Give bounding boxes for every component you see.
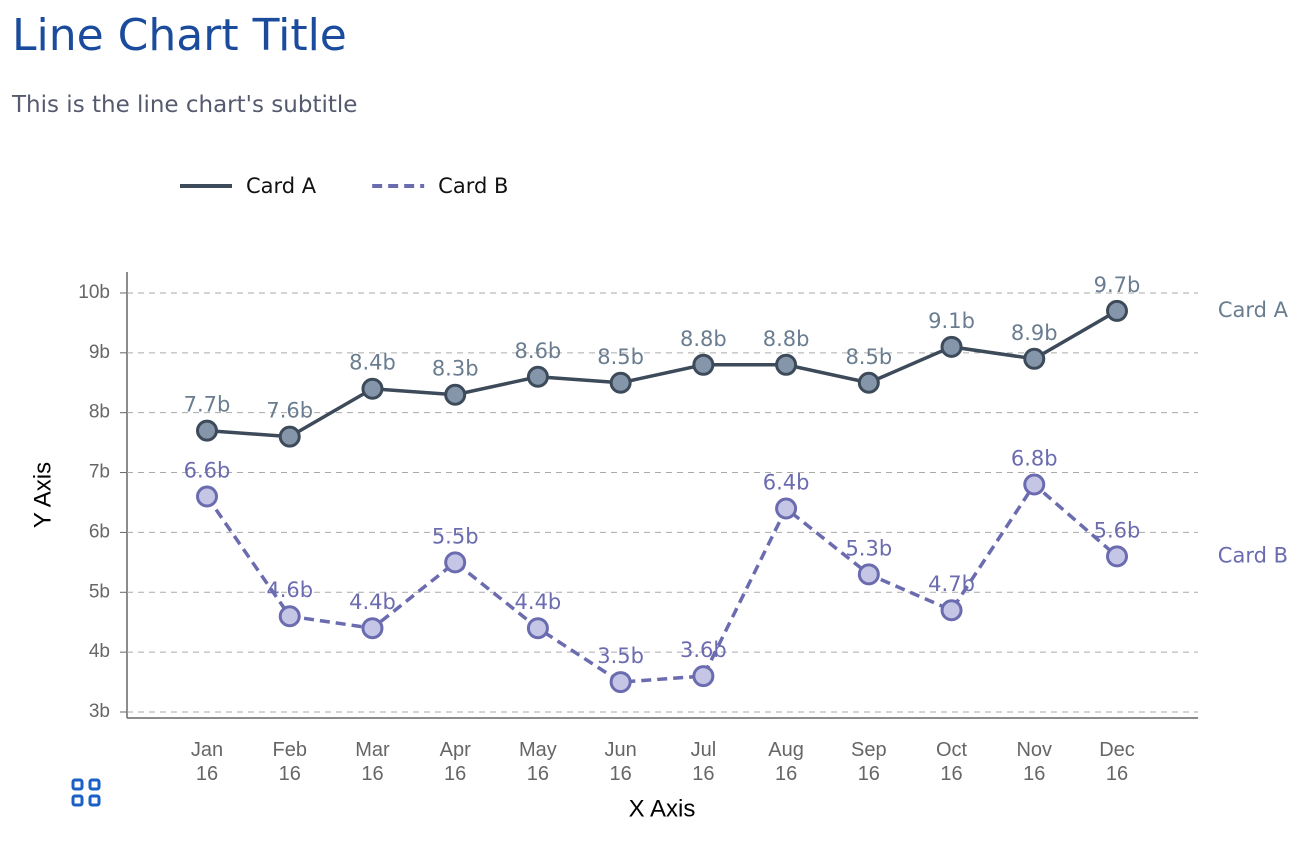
data-point [1023,473,1046,496]
data-label: 3.5b [597,644,644,668]
data-label: 7.7b [184,393,231,417]
data-point [196,485,218,508]
data-label: 9.7b [1094,273,1141,297]
data-point [361,617,384,640]
data-label: 6.4b [763,470,810,494]
menu-icon[interactable] [71,778,101,807]
series-line [206,309,1118,439]
y-axis-title: Y Axis [29,462,56,528]
chart-subtitle: This is the line chart's subtitle [12,92,358,118]
x-tick-label: Jun 16 [604,739,637,785]
data-point [857,371,880,394]
data-point [278,605,301,628]
data-label: 3.6b [680,638,727,662]
data-label: 6.8b [1011,447,1058,471]
data-point [940,599,963,622]
data-label: 4.4b [515,590,562,614]
data-label: 6.6b [184,458,231,482]
x-axis-title: X Axis [629,795,696,822]
data-point [361,377,384,400]
y-tick-label: 3b [89,701,110,722]
data-label: 4.4b [349,590,396,614]
data-point [857,563,880,586]
x-tick-label: May 16 [519,739,557,785]
y-tick-label: 5b [89,581,110,602]
y-tick-label: 8b [89,402,110,423]
data-label: 4.7b [928,572,975,596]
data-point [775,353,798,376]
data-label: 8.3b [432,357,479,381]
x-tick-label: Sep 16 [851,739,887,785]
data-label: 8.5b [597,345,644,369]
legend-label: Card A [246,174,317,198]
data-point [526,617,549,640]
data-point [1106,299,1128,322]
y-tick-label: 4b [89,641,110,662]
data-point [609,371,632,394]
data-label: 5.6b [1094,518,1141,542]
data-point [940,335,963,358]
data-label: 7.6b [266,399,313,423]
data-point [444,551,467,574]
data-point [278,425,301,448]
x-tick-label: Apr 16 [439,739,471,785]
x-tick-label: Dec 16 [1099,739,1135,785]
y-tick-label: 6b [89,521,110,542]
data-label: 8.9b [1011,321,1058,345]
x-tick-label: Jul 16 [690,739,717,785]
data-label: 8.8b [763,327,810,351]
y-tick-label: 9b [89,342,110,363]
x-tick-label: Nov 16 [1016,739,1053,785]
data-label: 9.1b [928,309,975,333]
data-label: 8.6b [515,339,562,363]
series-line [205,481,1119,684]
data-label: 8.4b [349,351,396,375]
data-point [1106,545,1128,568]
y-tick-label: 10b [78,282,110,303]
data-point [526,365,549,388]
data-point [775,497,798,520]
series-end-label: Card A [1218,298,1289,322]
data-point [444,383,467,406]
y-tick-label: 7b [89,462,110,483]
data-label: 5.3b [845,536,892,560]
chart-title: Line Chart Title [12,10,347,61]
data-point [692,665,715,688]
legend-label: Card B [438,174,508,198]
data-label: 8.8b [680,327,727,351]
data-point [196,419,218,442]
data-label: 8.5b [845,345,892,369]
data-label: 5.5b [432,524,479,548]
data-point [609,671,632,694]
x-tick-label: Mar 16 [355,739,390,785]
data-label: 4.6b [266,578,313,602]
x-tick-label: Feb 16 [272,739,307,785]
series-end-label: Card B [1218,543,1288,567]
x-tick-label: Oct 16 [935,739,968,785]
x-tick-label: Aug 16 [768,739,804,785]
data-point [692,353,715,376]
data-point [1023,347,1046,370]
x-tick-label: Jan 16 [190,739,224,785]
